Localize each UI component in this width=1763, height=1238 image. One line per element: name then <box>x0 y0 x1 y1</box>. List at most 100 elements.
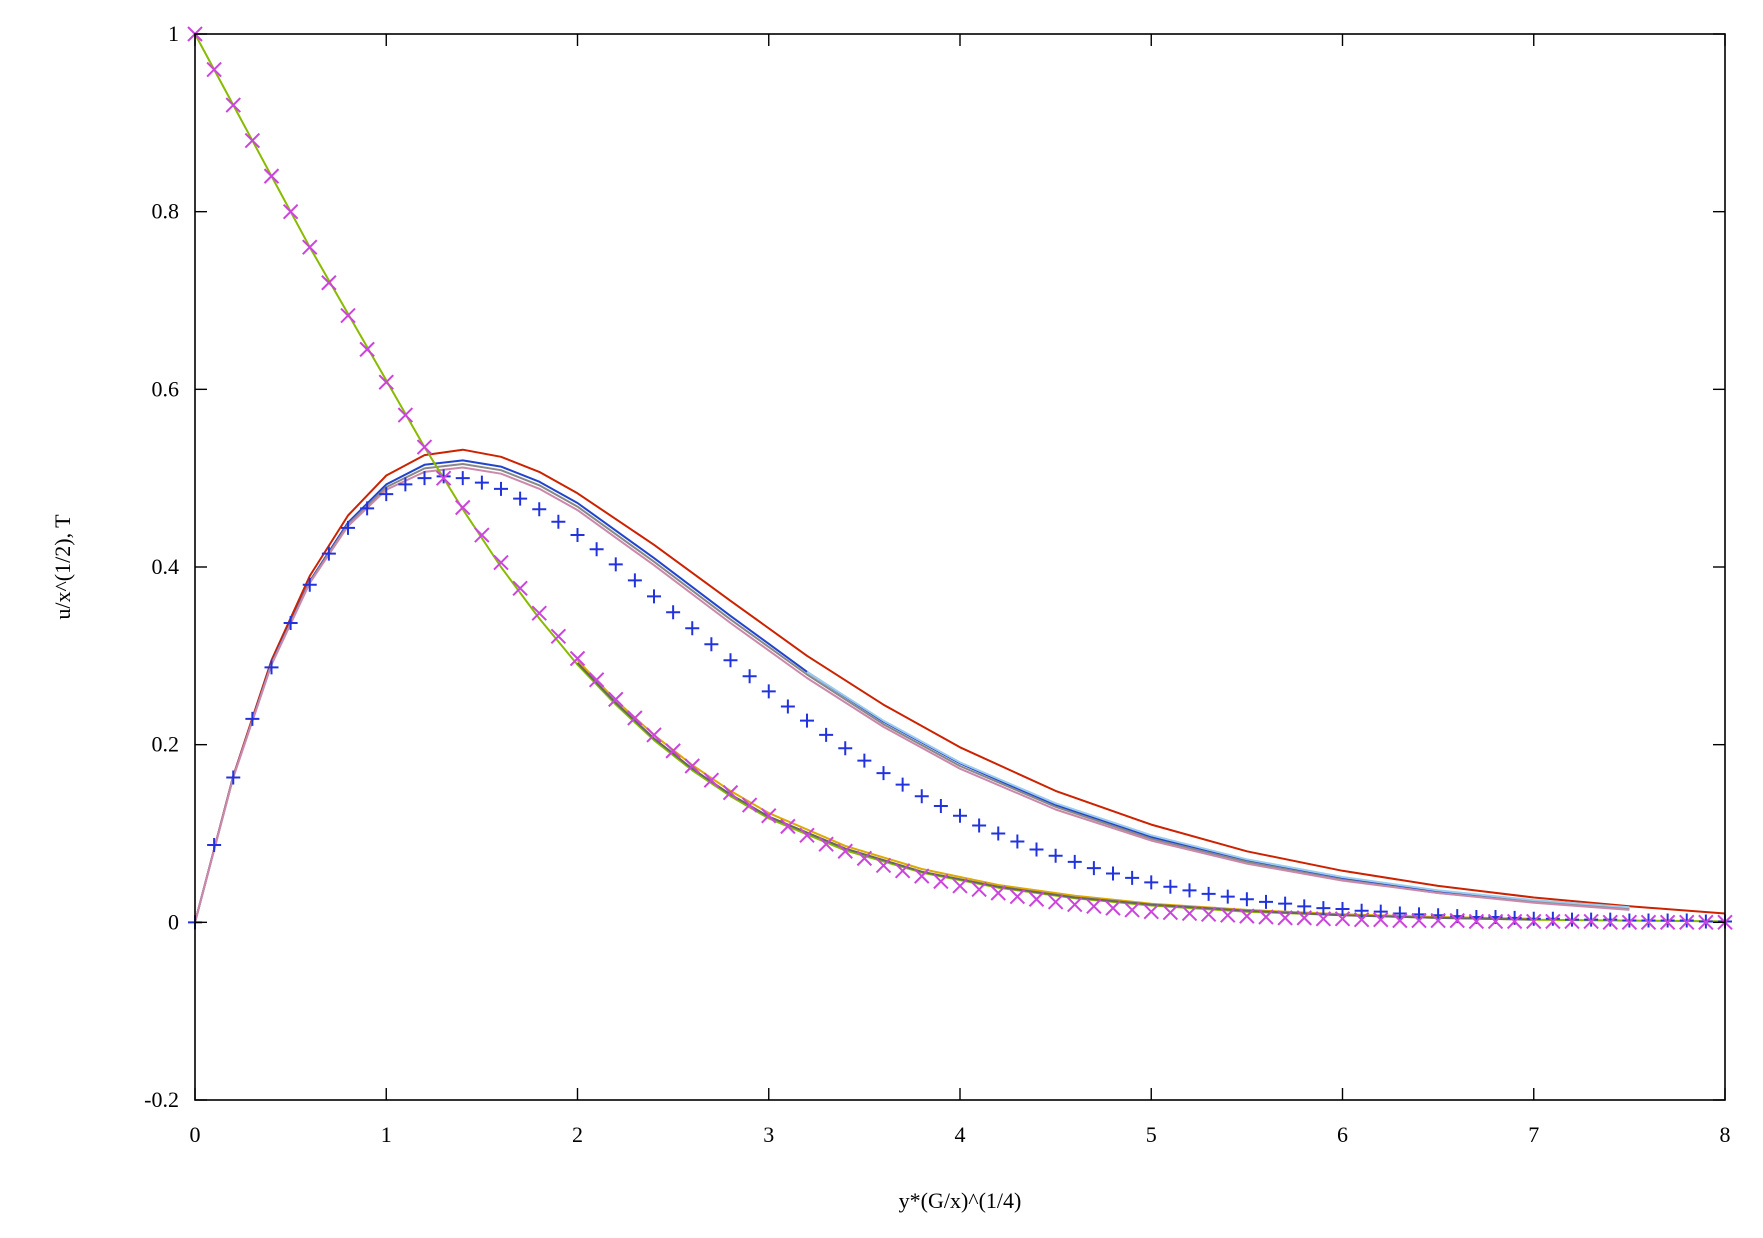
y-tick-label: 0.8 <box>152 199 180 224</box>
plus-marker <box>1048 848 1063 863</box>
plus-marker <box>283 615 298 630</box>
series-line-7 <box>576 662 1534 921</box>
cross-marker <box>952 878 968 894</box>
plus-marker <box>245 711 260 726</box>
cross-marker <box>474 527 490 543</box>
plus-marker <box>838 741 853 756</box>
cross-marker <box>340 307 356 324</box>
plus-marker <box>589 542 604 557</box>
cross-marker <box>1086 898 1102 915</box>
plus-marker <box>780 699 795 714</box>
plus-marker <box>857 753 872 768</box>
cross-marker <box>1277 910 1293 926</box>
cross-marker <box>1602 914 1618 931</box>
plus-marker <box>761 684 776 699</box>
cross-marker <box>665 743 681 759</box>
x-tick-label: 3 <box>763 1122 774 1147</box>
plus-marker <box>819 727 834 742</box>
plus-marker <box>1354 903 1369 918</box>
cross-marker <box>550 628 567 644</box>
plus-marker <box>1163 879 1178 894</box>
plus-marker <box>666 605 681 620</box>
series-line-4 <box>806 670 1630 909</box>
plus-marker <box>991 826 1006 841</box>
plus-marker <box>1526 911 1541 926</box>
plus-marker <box>608 557 623 572</box>
plus-marker <box>494 481 508 496</box>
cross-marker <box>1239 908 1255 924</box>
cross-marker <box>1545 913 1561 930</box>
cross-marker <box>1296 910 1312 926</box>
cross-marker <box>1353 911 1370 928</box>
cross-marker <box>1487 913 1504 930</box>
cross-marker <box>1124 902 1140 918</box>
cross-marker <box>1181 905 1198 922</box>
plus-marker <box>302 577 317 592</box>
cross-marker <box>799 827 815 843</box>
plus-marker <box>1010 834 1025 849</box>
cross-marker <box>1162 904 1179 921</box>
plus-marker <box>895 777 910 792</box>
cross-marker <box>1258 909 1274 925</box>
plus-marker <box>1182 883 1197 898</box>
cross-marker <box>780 818 796 835</box>
cross-marker <box>435 470 452 486</box>
cross-marker <box>875 857 892 874</box>
plus-marker <box>455 471 470 486</box>
cross-marker <box>302 239 318 255</box>
cross-marker <box>493 554 509 571</box>
cross-marker <box>933 873 949 890</box>
plus-marker <box>532 502 547 517</box>
plus-marker <box>972 818 987 833</box>
plus-marker <box>379 487 394 502</box>
cross-marker <box>416 439 433 455</box>
plus-marker <box>341 520 355 535</box>
plus-marker <box>1278 896 1293 911</box>
plus-marker <box>1106 866 1120 881</box>
plus-marker <box>1545 911 1560 926</box>
cross-marker <box>1698 914 1714 931</box>
plus-marker <box>398 477 413 492</box>
series-line-0 <box>194 448 1726 923</box>
x-axis-title: y*(G/x)^(1/4) <box>899 1188 1022 1213</box>
cross-marker <box>1564 913 1580 930</box>
cross-marker <box>1143 903 1159 920</box>
cross-marker <box>1640 914 1657 931</box>
x-tick-label: 4 <box>955 1122 966 1147</box>
tick-layer: 0 1 2 3 4 5 6 7 8 -0.2 0 0.2 0.4 0.6 0.8 1 <box>144 21 1730 1147</box>
cross-marker <box>1220 907 1236 923</box>
cross-marker <box>722 784 739 801</box>
plus-marker <box>704 637 719 652</box>
plus-marker <box>207 838 222 853</box>
cross-marker <box>1200 906 1217 923</box>
cross-marker <box>761 808 777 824</box>
x-tick-label: 1 <box>381 1122 392 1147</box>
x-tick-label: 8 <box>1720 1122 1731 1147</box>
plus-marker <box>1220 889 1235 904</box>
cross-marker <box>206 61 222 78</box>
cross-marker <box>512 580 528 597</box>
cross-marker <box>837 843 853 859</box>
series-line-3 <box>194 466 1630 923</box>
plus-marker <box>1603 912 1618 927</box>
cross-marker <box>1430 912 1446 929</box>
x-tick-label: 7 <box>1528 1122 1539 1147</box>
plus-marker <box>1584 912 1599 927</box>
plus-marker <box>914 789 929 804</box>
plus-marker <box>1125 870 1140 885</box>
cross-marker <box>1411 912 1427 929</box>
y-tick-label: 0.6 <box>152 376 180 401</box>
cross-marker <box>263 168 280 184</box>
plus-marker <box>876 766 891 781</box>
plus-marker <box>647 589 661 604</box>
cross-marker <box>1009 888 1026 905</box>
cross-marker <box>741 797 758 813</box>
cross-marker <box>1373 911 1389 928</box>
cross-marker <box>1334 911 1351 927</box>
x-tick-label: 5 <box>1146 1122 1157 1147</box>
cross-marker <box>1526 913 1542 930</box>
cross-marker <box>1392 912 1408 929</box>
